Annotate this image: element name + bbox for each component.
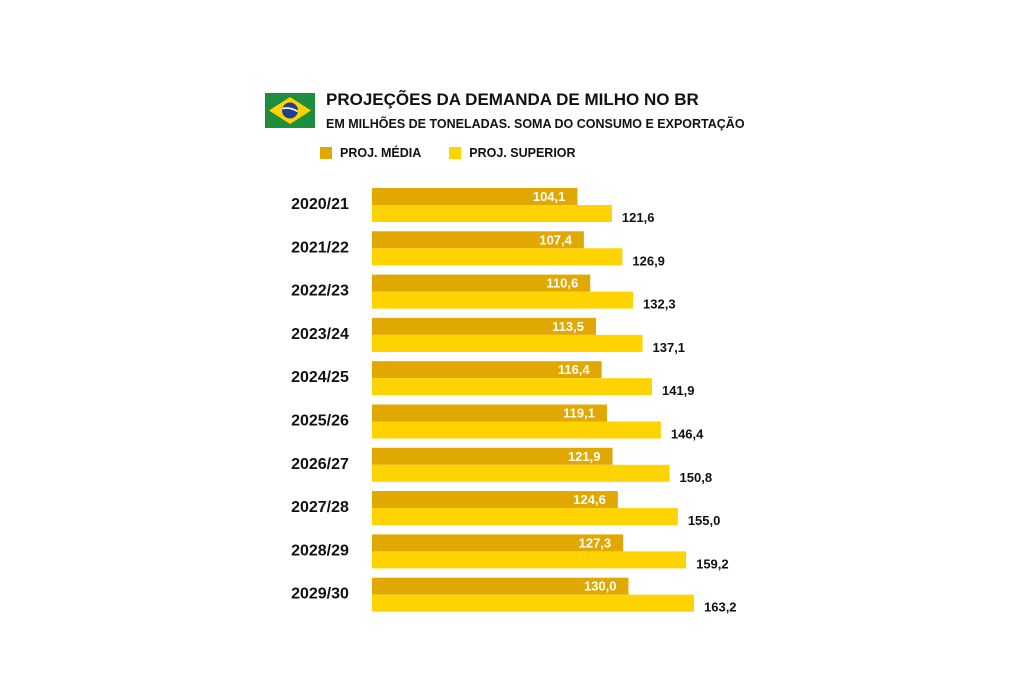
data-label-proj-media: 130,0	[584, 579, 617, 594]
category-label: 2025/26	[291, 413, 349, 430]
data-label-proj-superior: 159,2	[696, 556, 729, 571]
category-label: 2022/23	[291, 283, 349, 300]
bar-proj-superior	[372, 508, 678, 526]
bar-proj-media	[372, 361, 602, 379]
bar-proj-superior	[372, 205, 612, 222]
bar-proj-superior	[372, 334, 643, 352]
data-label-proj-media: 107,4	[539, 232, 572, 247]
data-label-proj-media: 121,9	[568, 449, 601, 464]
data-label-proj-superior: 141,9	[662, 383, 695, 398]
data-label-proj-media: 119,1	[563, 406, 595, 421]
bar-proj-media	[372, 447, 613, 465]
bar-proj-media	[372, 317, 596, 335]
category-label: 2024/25	[291, 369, 349, 386]
bar-proj-superior	[372, 378, 652, 396]
bar-proj-media	[372, 577, 629, 595]
data-label-proj-superior: 137,1	[653, 340, 686, 355]
bar-proj-media	[372, 188, 578, 205]
bar-proj-media	[372, 274, 591, 292]
legend: PROJ. MÉDIA PROJ. SUPERIOR	[320, 144, 604, 162]
bar-proj-superior	[372, 421, 661, 439]
bar-proj-media	[372, 534, 624, 552]
legend-item-proj-media: PROJ. MÉDIA	[320, 146, 421, 160]
data-label-proj-superior: 155,0	[688, 513, 721, 528]
bar-proj-superior	[372, 551, 687, 569]
legend-label-proj-superior: PROJ. SUPERIOR	[469, 146, 576, 160]
data-label-proj-media: 110,6	[546, 276, 578, 291]
legend-swatch-proj-superior	[449, 147, 462, 159]
data-label-proj-media: 127,3	[579, 535, 612, 550]
legend-item-proj-superior: PROJ. SUPERIOR	[449, 146, 576, 160]
data-label-proj-superior: 126,9	[632, 253, 665, 268]
category-label: 2028/29	[291, 542, 349, 559]
bar-proj-superior	[372, 594, 694, 612]
category-label: 2029/30	[291, 586, 349, 603]
category-label: 2023/24	[291, 326, 349, 343]
category-label: 2020/21	[291, 196, 349, 213]
data-label-proj-superior: 146,4	[671, 427, 704, 442]
data-label-proj-superior: 132,3	[643, 297, 676, 312]
bar-proj-superior	[372, 464, 670, 482]
data-label-proj-superior: 150,8	[680, 470, 713, 485]
brazil-flag-icon	[265, 93, 315, 128]
data-label-proj-media: 113,5	[552, 319, 584, 334]
bar-proj-superior	[372, 291, 634, 309]
data-label-proj-superior: 121,6	[622, 210, 655, 225]
chart-title: PROJEÇÕES DA DEMANDA DE MILHO NO BR	[326, 90, 699, 109]
data-label-proj-media: 104,1	[533, 189, 566, 204]
bar-proj-media	[372, 491, 618, 509]
bar-proj-media	[372, 404, 607, 422]
data-label-proj-superior: 163,2	[704, 600, 737, 615]
category-label: 2026/27	[291, 456, 349, 473]
data-label-proj-media: 116,4	[558, 362, 591, 377]
category-label: 2027/28	[291, 499, 349, 516]
category-label: 2021/22	[291, 239, 349, 256]
legend-label-proj-media: PROJ. MÉDIA	[340, 146, 422, 160]
legend-swatch-proj-media	[320, 147, 332, 159]
data-label-proj-media: 124,6	[573, 492, 606, 507]
chart-subtitle: EM MILHÕES DE TONELADAS. SOMA DO CONSUMO…	[326, 117, 745, 131]
bar-proj-superior	[372, 248, 623, 266]
bar-proj-media	[372, 231, 584, 249]
